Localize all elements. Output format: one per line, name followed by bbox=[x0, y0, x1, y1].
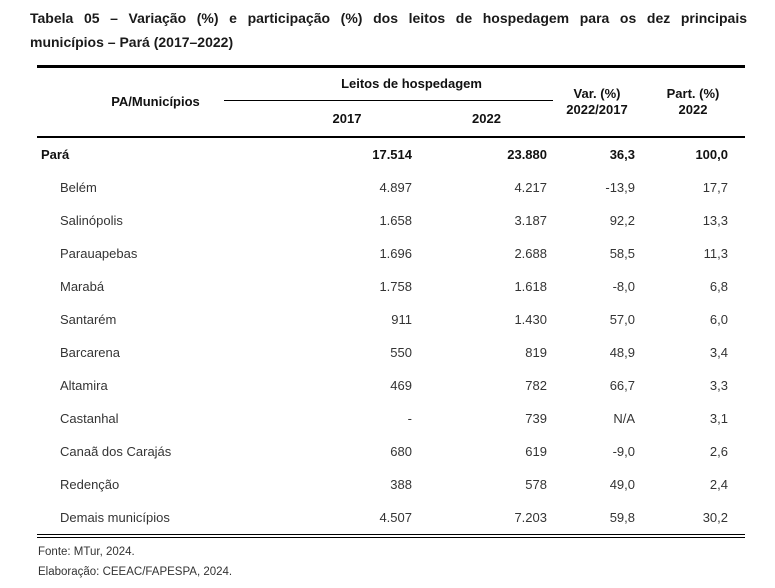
variation-cell: 66,7 bbox=[609, 378, 635, 393]
variation-cell: 49,0 bbox=[609, 477, 635, 492]
leitos-2022-cell: 4.217 bbox=[514, 180, 547, 195]
municipality-cell: Santarém bbox=[60, 312, 117, 327]
table-row: Marabá 1.758 1.618 -8,0 6,8 bbox=[37, 270, 745, 303]
participation-cell: 2,4 bbox=[709, 477, 728, 492]
municipality-cell: Redenção bbox=[60, 477, 120, 492]
leitos-2017-cell: 1.758 bbox=[379, 279, 412, 294]
leitos-2017-cell: 388 bbox=[390, 477, 412, 492]
leitos-2017-cell: - bbox=[407, 411, 412, 426]
municipality-cell: Marabá bbox=[60, 279, 105, 294]
municipality-cell: Castanhal bbox=[60, 411, 119, 426]
header-variation: Var. (%) 2022/2017 bbox=[553, 67, 641, 138]
table-title-line2: municípios – Pará (2017–2022) bbox=[30, 34, 234, 50]
leitos-2017-cell: 4.897 bbox=[379, 180, 412, 195]
leitos-2017-cell: 680 bbox=[390, 444, 412, 459]
leitos-2017-cell: 911 bbox=[391, 312, 412, 327]
municipality-cell: Parauapebas bbox=[60, 246, 138, 261]
variation-cell: 59,8 bbox=[553, 501, 641, 538]
header-variation-line2: 2022/2017 bbox=[566, 102, 628, 117]
variation-cell: -9,0 bbox=[612, 444, 635, 459]
table-row: Castanhal - 739 N/A 3,1 bbox=[37, 402, 745, 435]
variation-cell: 92,2 bbox=[609, 213, 635, 228]
table-row: Salinópolis 1.658 3.187 92,2 13,3 bbox=[37, 204, 745, 237]
header-leitos-group: Leitos de hospedagem bbox=[224, 66, 553, 101]
leitos-2022-cell: 2.688 bbox=[514, 246, 547, 261]
table-row: Pará 17.514 23.880 36,3 100,0 bbox=[37, 137, 745, 171]
participation-cell: 2,6 bbox=[709, 444, 728, 459]
leitos-2022-cell: 1.430 bbox=[514, 312, 547, 327]
leitos-2017-cell: 4.507 bbox=[224, 501, 420, 538]
participation-cell: 6,0 bbox=[709, 312, 728, 327]
leitos-2017-cell: 1.658 bbox=[379, 213, 412, 228]
leitos-2022-cell: 7.203 bbox=[420, 501, 553, 538]
variation-cell: -13,9 bbox=[605, 180, 635, 195]
table-body: Pará 17.514 23.880 36,3 100,0 Belém 4.897 4.217… bbox=[37, 137, 745, 538]
leitos-2022-cell: 619 bbox=[525, 444, 547, 459]
footer-elaboration: Elaboração: CEEAC/FAPESPA, 2024. bbox=[38, 566, 233, 578]
leitos-2017-cell: 469 bbox=[390, 378, 412, 393]
table-header: PA/Municípios Leitos de hospedagem Var. … bbox=[37, 66, 745, 138]
participation-cell: 17,7 bbox=[702, 180, 728, 195]
variation-cell: 57,0 bbox=[609, 312, 635, 327]
table-title: Tabela 05 – Variação (%) e participação … bbox=[30, 6, 747, 54]
table-footer: Fonte: MTur, 2024. Elaboração: CEEAC/FAP… bbox=[38, 542, 232, 582]
leitos-2022-cell: 782 bbox=[525, 378, 547, 393]
variation-cell: 58,5 bbox=[609, 246, 635, 261]
table-row: Belém 4.897 4.217 -13,9 17,7 bbox=[37, 171, 745, 204]
leitos-2022-cell: 1.618 bbox=[514, 279, 547, 294]
table-row: Redenção 388 578 49,0 2,4 bbox=[37, 468, 745, 501]
leitos-2017-cell: 550 bbox=[390, 345, 412, 360]
leitos-2022-cell: 23.880 bbox=[507, 147, 547, 162]
header-sub-row: 2017 2022 bbox=[37, 101, 745, 138]
leitos-2017-cell: 1.696 bbox=[379, 246, 412, 261]
header-2017: 2017 bbox=[332, 110, 362, 126]
footer-source: Fonte: MTur, 2024. bbox=[38, 546, 135, 558]
municipality-cell: Barcarena bbox=[60, 345, 120, 360]
variation-cell: N/A bbox=[613, 411, 635, 426]
participation-cell: 3,1 bbox=[709, 411, 728, 426]
participation-cell: 6,8 bbox=[709, 279, 728, 294]
participation-cell: 100,0 bbox=[695, 147, 728, 162]
municipality-cell: Altamira bbox=[60, 378, 108, 393]
table-row: Altamira 469 782 66,7 3,3 bbox=[37, 369, 745, 402]
leitos-2022-cell: 578 bbox=[525, 477, 547, 492]
table-row: Parauapebas 1.696 2.688 58,5 11,3 bbox=[37, 237, 745, 270]
participation-cell: 30,2 bbox=[641, 501, 745, 538]
header-2022: 2022 bbox=[472, 110, 501, 126]
table-row: Canaã dos Carajás 680 619 -9,0 2,6 bbox=[37, 435, 745, 468]
leitos-2017-cell: 17.514 bbox=[372, 147, 412, 162]
table-row: Santarém 911 1.430 57,0 6,0 bbox=[37, 303, 745, 336]
municipality-cell: Pará bbox=[41, 147, 70, 162]
participation-cell: 3,3 bbox=[709, 378, 728, 393]
municipality-cell: Salinópolis bbox=[60, 213, 123, 228]
header-participation-line2: 2022 bbox=[678, 102, 708, 117]
leitos-2022-cell: 819 bbox=[525, 345, 547, 360]
participation-cell: 3,4 bbox=[709, 345, 728, 360]
participation-cell: 11,3 bbox=[703, 246, 728, 261]
header-variation-line1: Var. (%) bbox=[573, 86, 621, 101]
header-participation-line1: Part. (%) bbox=[666, 86, 720, 101]
municipality-cell: Demais municípios bbox=[37, 501, 224, 538]
municipality-cell: Canaã dos Carajás bbox=[60, 444, 172, 459]
participation-cell: 13,3 bbox=[702, 213, 728, 228]
header-municipios: PA/Municípios bbox=[111, 94, 200, 109]
header-participation: Part. (%) 2022 bbox=[641, 67, 745, 138]
table-row: Demais municípios 4.507 7.203 59,8 30,2 bbox=[37, 501, 745, 538]
leitos-2022-cell: 739 bbox=[525, 411, 547, 426]
data-table: PA/Municípios Leitos de hospedagem Var. … bbox=[37, 65, 745, 538]
table-row: Barcarena 550 819 48,9 3,4 bbox=[37, 336, 745, 369]
variation-cell: 48,9 bbox=[609, 345, 635, 360]
header-group-row: PA/Municípios Leitos de hospedagem Var. … bbox=[37, 66, 745, 117]
variation-cell: 36,3 bbox=[609, 147, 635, 162]
municipality-cell: Belém bbox=[60, 180, 97, 195]
variation-cell: -8,0 bbox=[612, 279, 635, 294]
table-title-line1: Tabela 05 – Variação (%) e participação … bbox=[30, 10, 747, 26]
leitos-2022-cell: 3.187 bbox=[514, 213, 547, 228]
